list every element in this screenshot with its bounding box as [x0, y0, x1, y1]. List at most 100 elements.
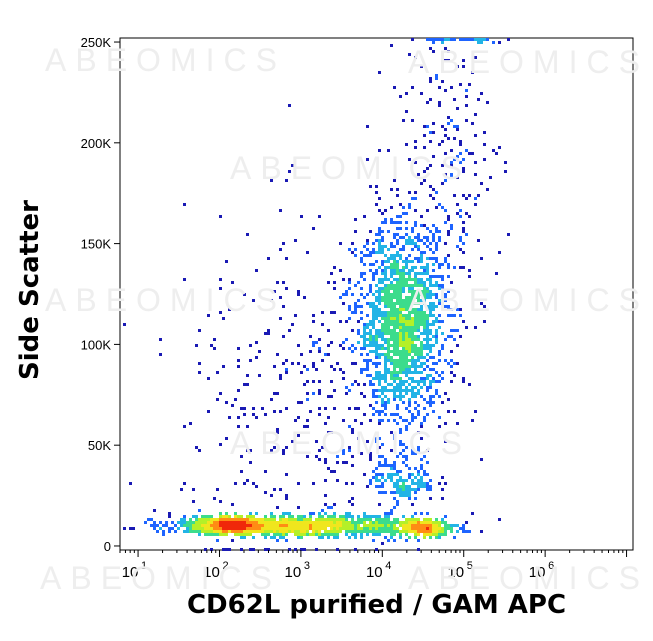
x-tick-label-exponent: 4 [385, 560, 391, 572]
event-dot [417, 311, 420, 314]
event-dot [417, 257, 420, 260]
event-dot [426, 347, 429, 350]
event-dot [408, 302, 411, 305]
event-dot [366, 530, 369, 533]
event-dot [384, 275, 387, 278]
event-dot [327, 515, 330, 518]
event-dot [369, 263, 372, 266]
event-dot [288, 524, 291, 527]
event-dot [378, 515, 381, 518]
event-dot [393, 233, 396, 236]
event-dot [330, 506, 333, 509]
event-dot [333, 530, 336, 533]
event-dot [465, 521, 468, 524]
event-dot [414, 275, 417, 278]
event-dot [441, 278, 444, 281]
event-dot [447, 254, 450, 257]
event-dot [420, 341, 423, 344]
event-dot [258, 518, 261, 521]
event-dot [417, 527, 420, 530]
event-dot [318, 449, 321, 452]
event-dot [333, 518, 336, 521]
event-dot [285, 533, 288, 536]
event-dot [393, 521, 396, 524]
event-dot [405, 305, 408, 308]
event-dot [159, 338, 162, 341]
event-dot [444, 128, 447, 131]
event-dot [369, 323, 372, 326]
event-dot [267, 524, 270, 527]
event-dot [438, 353, 441, 356]
event-dot [390, 464, 393, 467]
event-dot [393, 302, 396, 305]
event-dot [465, 530, 468, 533]
event-dot [420, 362, 423, 365]
event-dot [369, 482, 372, 485]
event-dot [330, 380, 333, 383]
event-dot [381, 287, 384, 290]
event-dot [420, 311, 423, 314]
event-dot [327, 353, 330, 356]
event-dot [237, 518, 240, 521]
event-dot [405, 320, 408, 323]
event-dot [387, 149, 390, 152]
event-dot [390, 479, 393, 482]
event-dot [426, 359, 429, 362]
event-dot [219, 521, 222, 524]
event-dot [393, 371, 396, 374]
event-dot [438, 536, 441, 539]
event-dot [384, 464, 387, 467]
event-dot [375, 308, 378, 311]
event-dot [381, 314, 384, 317]
event-dot [414, 416, 417, 419]
event-dot [240, 518, 243, 521]
event-dot [267, 329, 270, 332]
event-dot [438, 320, 441, 323]
event-dot [444, 530, 447, 533]
event-dot [273, 365, 276, 368]
event-dot [459, 83, 462, 86]
event-dot [411, 503, 414, 506]
event-dot [360, 452, 363, 455]
event-dot [378, 356, 381, 359]
event-dot [414, 347, 417, 350]
event-dot [441, 140, 444, 143]
event-dot [261, 524, 264, 527]
event-dot [336, 548, 339, 551]
event-dot [387, 521, 390, 524]
event-dot [468, 38, 471, 41]
event-dot [303, 533, 306, 536]
event-dot [360, 311, 363, 314]
event-dot [225, 521, 228, 524]
event-dot [423, 314, 426, 317]
event-dot [321, 446, 324, 449]
event-dot [312, 365, 315, 368]
event-dot [423, 455, 426, 458]
event-dot [285, 539, 288, 542]
event-dot [414, 314, 417, 317]
event-dot [222, 521, 225, 524]
event-dot [408, 296, 411, 299]
event-dot [378, 371, 381, 374]
event-dot [498, 518, 501, 521]
event-dot [426, 269, 429, 272]
event-dot [231, 524, 234, 527]
event-dot [384, 221, 387, 224]
event-dot [381, 323, 384, 326]
event-dot [402, 527, 405, 530]
event-dot [210, 515, 213, 518]
event-dot [429, 374, 432, 377]
event-dot [399, 287, 402, 290]
event-dot [324, 353, 327, 356]
event-dot [417, 323, 420, 326]
event-dot [447, 38, 450, 41]
event-dot [285, 527, 288, 530]
event-dot [417, 248, 420, 251]
event-dot [417, 347, 420, 350]
event-dot [354, 254, 357, 257]
event-dot [429, 290, 432, 293]
event-dot [450, 365, 453, 368]
event-dot [414, 527, 417, 530]
event-dot [378, 473, 381, 476]
event-dot [240, 515, 243, 518]
